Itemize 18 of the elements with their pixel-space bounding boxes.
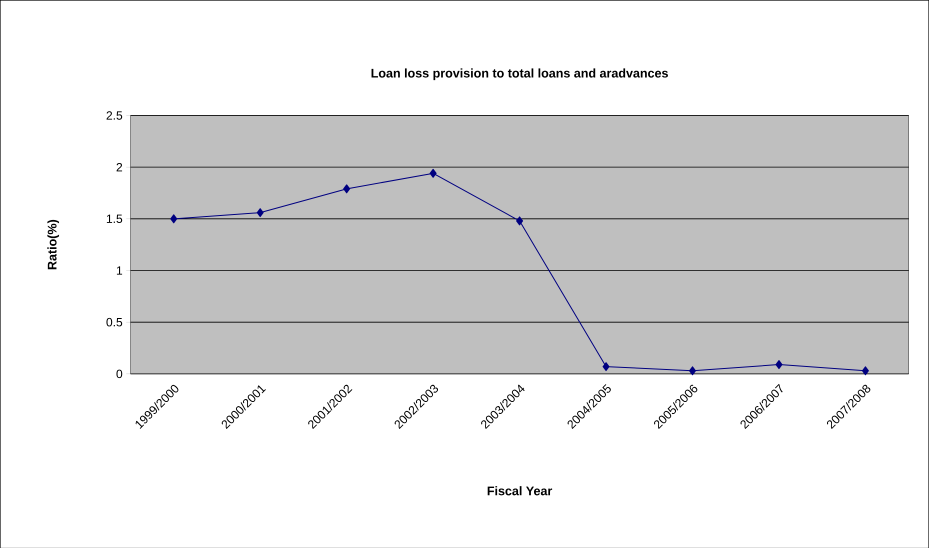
point: [602, 362, 610, 371]
y-tick-label: 0.5: [106, 318, 122, 326]
point: [343, 184, 350, 194]
point: [516, 216, 524, 226]
y-tick-label: 2.5: [106, 111, 122, 120]
point: [170, 214, 178, 224]
x-axis-title: Fiscal Year: [488, 486, 552, 496]
y-tick-label: 0: [116, 369, 122, 378]
point: [689, 366, 696, 376]
y-tick-label: 1: [116, 266, 122, 274]
y-tick-label: 1.5: [106, 214, 122, 223]
y-tick-label: 2: [116, 162, 122, 172]
point: [862, 366, 869, 376]
point: [430, 168, 437, 178]
chart-title: Loan loss provision to total loans and aradvances: [372, 68, 668, 80]
y-axis-title: Ratio(%): [47, 220, 60, 270]
point: [256, 208, 264, 217]
point: [775, 360, 782, 369]
